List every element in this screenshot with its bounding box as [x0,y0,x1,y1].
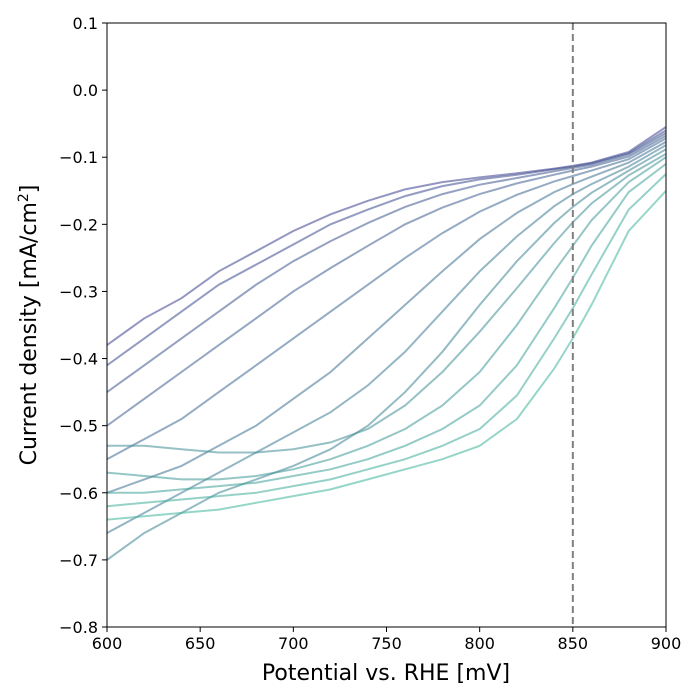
x-tick-label: 600 [92,634,123,653]
y-tick-label: 0.0 [73,81,98,100]
x-tick-label: 850 [558,634,589,653]
x-axis-label: Potential vs. RHE [mV] [262,661,510,686]
x-tick-label: 800 [464,634,495,653]
y-tick-label: −0.3 [59,282,98,301]
series-line-11 [107,163,666,494]
y-tick-label: −0.8 [59,618,98,637]
series-line-4 [107,134,666,427]
y-tick-label: −0.1 [59,148,98,167]
x-tick-label: 900 [651,634,682,653]
y-axis-label-main: Current density [mA/cm [17,202,42,465]
x-tick-label: 750 [371,634,402,653]
y-axis-label-superscript: 2 [16,193,32,202]
y-tick-label: −0.5 [59,417,98,436]
x-axis-ticks: 600 650 700 750 800 850 900 [92,627,682,653]
x-tick-label: 650 [185,634,216,653]
series-line-10 [107,156,666,481]
series-line-8 [107,148,666,561]
series-line-9 [107,153,666,454]
y-axis-label: Current density [mA/cm2] [16,185,42,466]
y-axis-ticks: 0.1 0.0 −0.1 −0.2 −0.3 −0.4 −0.5 −0.6 −0.7 −0.8 [59,14,107,637]
y-tick-label: −0.6 [59,484,98,503]
series-line-13 [107,190,666,521]
y-tick-label: 0.1 [73,14,98,33]
x-tick-label: 700 [278,634,309,653]
series-line-12 [107,173,666,508]
y-tick-label: −0.2 [59,215,98,234]
y-tick-label: −0.4 [59,350,98,369]
series-line-2 [107,129,666,367]
series-line-6 [107,140,666,494]
y-axis-label-close: ] [17,185,42,194]
series-layer [107,126,666,561]
y-tick-label: −0.7 [59,551,98,570]
series-line-5 [107,137,666,461]
series-line-3 [107,132,666,393]
